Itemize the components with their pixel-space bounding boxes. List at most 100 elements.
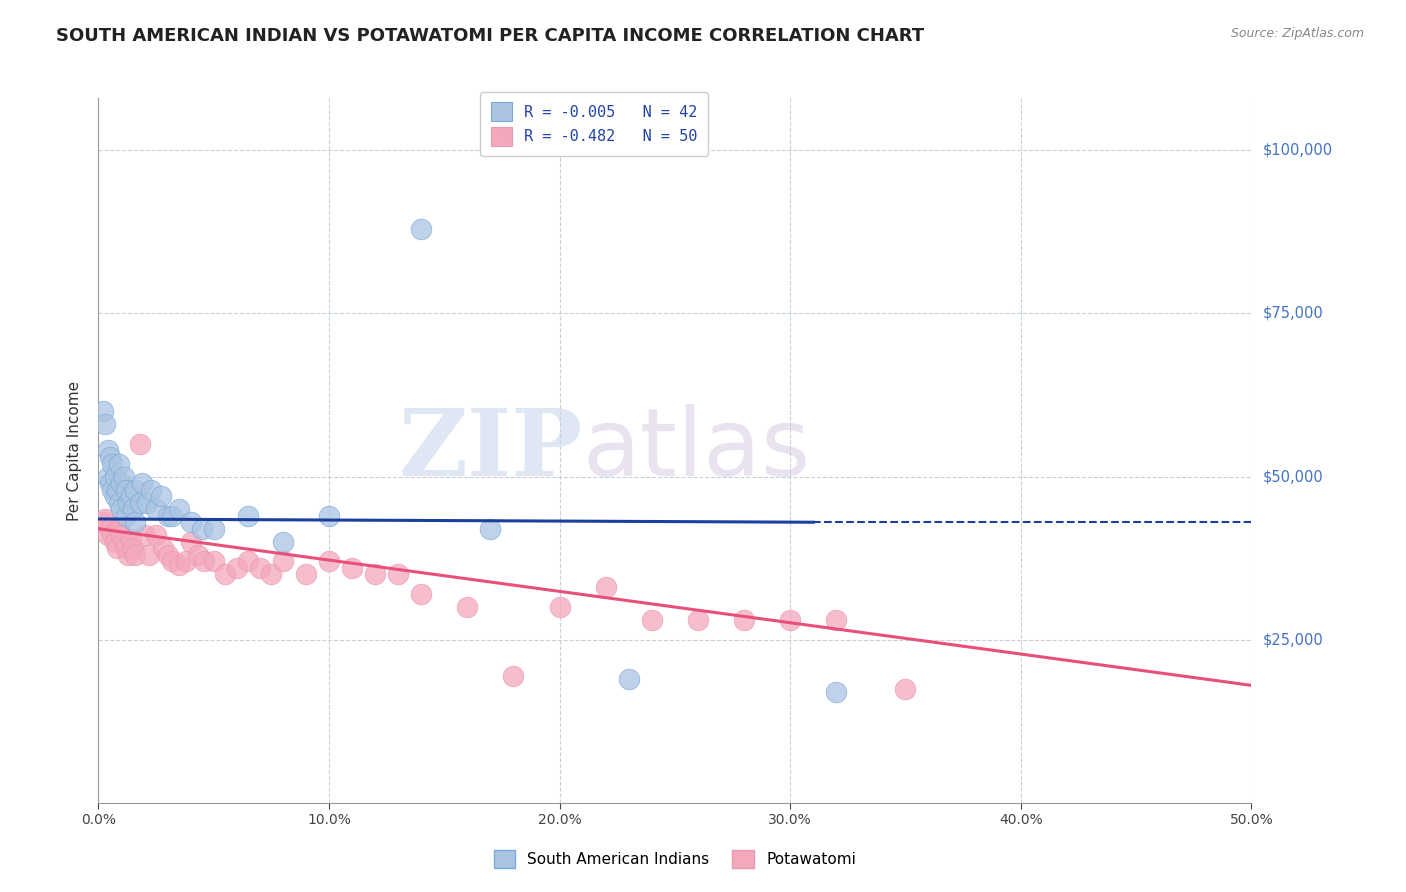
Legend: South American Indians, Potawatomi: South American Indians, Potawatomi xyxy=(486,843,863,875)
Point xyxy=(105,483,128,497)
Point xyxy=(180,515,202,529)
Point xyxy=(134,528,156,542)
Point xyxy=(318,508,340,523)
Point xyxy=(103,534,125,549)
Point xyxy=(214,567,236,582)
Text: $100,000: $100,000 xyxy=(1263,143,1333,158)
Point xyxy=(295,567,318,582)
Text: $75,000: $75,000 xyxy=(1263,306,1323,321)
Point xyxy=(98,476,121,491)
Text: atlas: atlas xyxy=(582,404,811,497)
Point xyxy=(145,528,167,542)
Y-axis label: Per Capita Income: Per Capita Income xyxy=(67,380,83,521)
Point xyxy=(318,554,340,568)
Text: Source: ZipAtlas.com: Source: ZipAtlas.com xyxy=(1230,27,1364,40)
Point xyxy=(120,489,142,503)
Point xyxy=(112,534,135,549)
Point xyxy=(825,685,848,699)
Point xyxy=(271,534,294,549)
Point xyxy=(249,561,271,575)
Point xyxy=(117,548,139,562)
Point xyxy=(94,417,117,432)
Point xyxy=(110,502,132,516)
Point xyxy=(131,476,153,491)
Point xyxy=(479,522,502,536)
Point xyxy=(129,437,152,451)
Point xyxy=(156,548,179,562)
Point xyxy=(156,508,179,523)
Text: ZIP: ZIP xyxy=(398,406,582,495)
Point xyxy=(202,554,225,568)
Point xyxy=(160,508,183,523)
Point xyxy=(364,567,387,582)
Point xyxy=(733,613,755,627)
Point xyxy=(91,515,114,529)
Point xyxy=(160,554,183,568)
Point xyxy=(779,613,801,627)
Point xyxy=(271,554,294,568)
Point xyxy=(103,469,125,483)
Point xyxy=(98,522,121,536)
Point xyxy=(110,528,132,542)
Point xyxy=(149,489,172,503)
Point xyxy=(97,443,120,458)
Point xyxy=(595,581,617,595)
Point xyxy=(122,502,145,516)
Point xyxy=(115,541,138,556)
Point xyxy=(191,522,214,536)
Point xyxy=(152,541,174,556)
Point xyxy=(124,515,146,529)
Point xyxy=(105,541,128,556)
Point xyxy=(387,567,409,582)
Point xyxy=(117,496,139,510)
Point xyxy=(260,567,283,582)
Legend: R = -0.005   N = 42, R = -0.482   N = 50: R = -0.005 N = 42, R = -0.482 N = 50 xyxy=(479,92,709,156)
Text: $25,000: $25,000 xyxy=(1263,632,1323,648)
Point xyxy=(135,496,157,510)
Point xyxy=(141,483,163,497)
Point xyxy=(340,561,363,575)
Point xyxy=(108,522,131,536)
Point xyxy=(456,600,478,615)
Point xyxy=(174,554,197,568)
Point xyxy=(115,483,138,497)
Point xyxy=(411,587,433,601)
Point xyxy=(187,548,209,562)
Point xyxy=(108,496,131,510)
Point xyxy=(124,483,146,497)
Point xyxy=(641,613,664,627)
Point xyxy=(94,512,117,526)
Point xyxy=(101,457,124,471)
Point xyxy=(97,528,120,542)
Point xyxy=(502,668,524,682)
Point xyxy=(225,561,247,575)
Point xyxy=(193,554,215,568)
Point xyxy=(167,502,190,516)
Point xyxy=(686,613,709,627)
Point xyxy=(97,469,120,483)
Point xyxy=(825,613,848,627)
Point xyxy=(238,554,260,568)
Point xyxy=(91,404,114,418)
Point xyxy=(617,672,640,686)
Point xyxy=(129,496,152,510)
Text: $50,000: $50,000 xyxy=(1263,469,1323,484)
Point xyxy=(124,548,146,562)
Point xyxy=(101,528,124,542)
Point xyxy=(167,558,190,572)
Point xyxy=(110,476,132,491)
Point xyxy=(894,681,917,696)
Point xyxy=(108,457,131,471)
Point xyxy=(411,221,433,235)
Point xyxy=(180,534,202,549)
Point xyxy=(98,450,121,464)
Point xyxy=(145,502,167,516)
Point xyxy=(548,600,571,615)
Point xyxy=(122,541,145,556)
Point xyxy=(202,522,225,536)
Point xyxy=(112,469,135,483)
Point xyxy=(120,532,142,546)
Point xyxy=(115,508,138,523)
Text: SOUTH AMERICAN INDIAN VS POTAWATOMI PER CAPITA INCOME CORRELATION CHART: SOUTH AMERICAN INDIAN VS POTAWATOMI PER … xyxy=(56,27,924,45)
Point xyxy=(138,548,160,562)
